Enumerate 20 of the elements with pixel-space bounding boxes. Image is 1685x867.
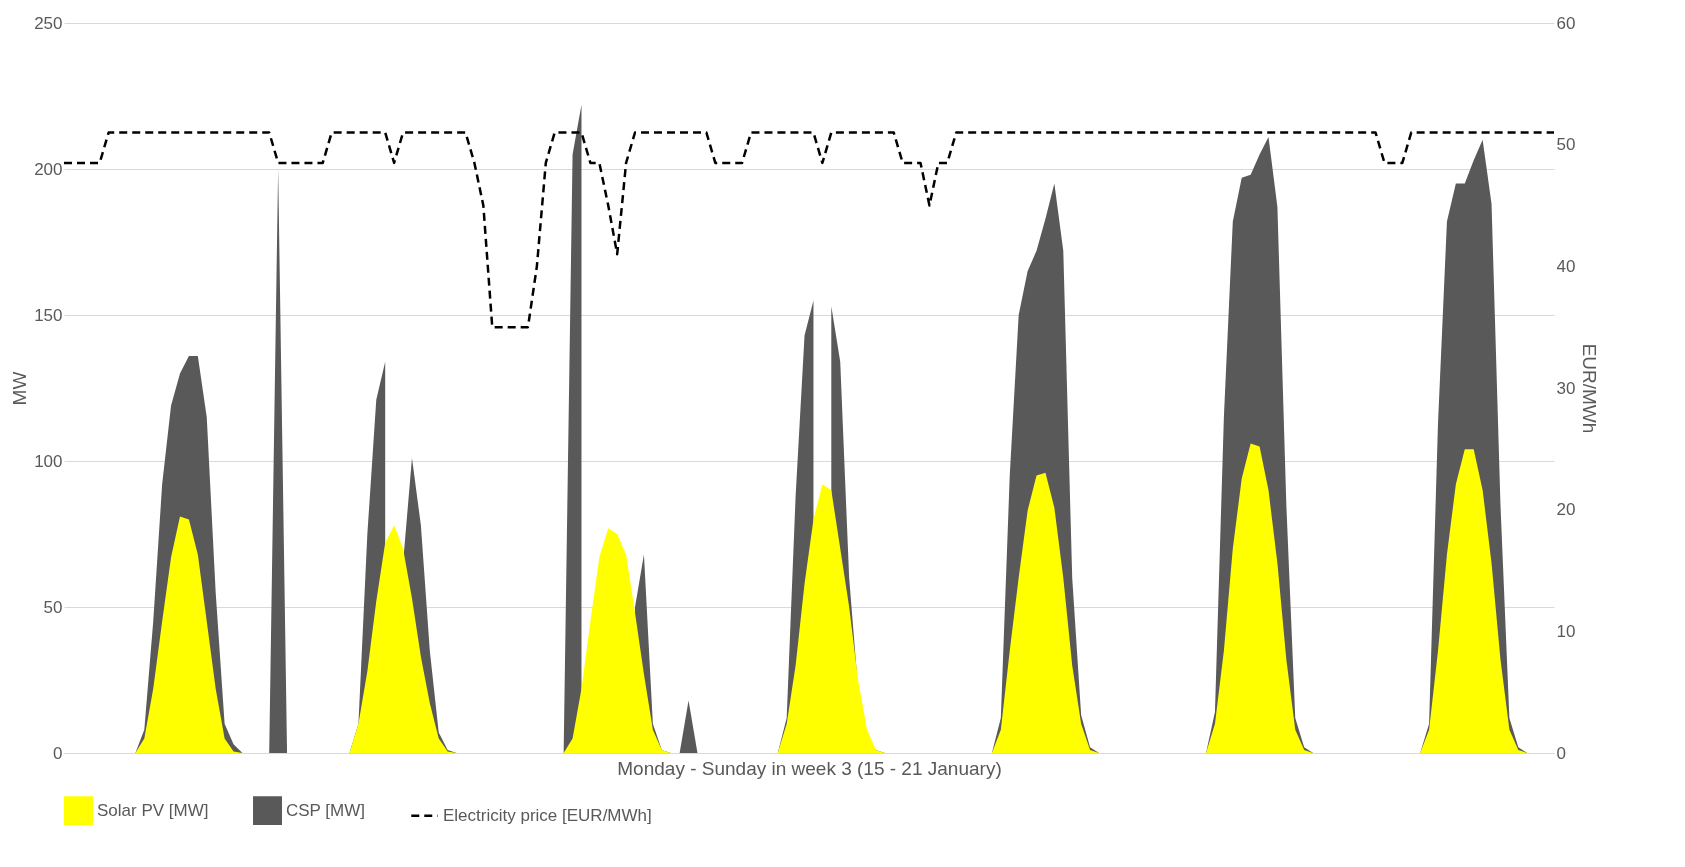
y-tick-label: 50 [43, 597, 63, 617]
legend-label: Electricity price [EUR/MWh] [443, 805, 652, 825]
y2-tick-label: 30 [1556, 378, 1576, 398]
y-axis-title: MW [9, 371, 31, 406]
y2-tick-label: 60 [1556, 13, 1576, 33]
y2-tick-label: 10 [1556, 621, 1576, 641]
line-series [62, 131, 1556, 329]
y2-tick-label: 0 [1556, 743, 1566, 763]
y-tick-label: 0 [53, 743, 63, 763]
y2-tick-label: 40 [1556, 256, 1576, 276]
x-axis-title: Monday - Sunday in week 3 (15 - 21 January) [617, 757, 1002, 779]
y-tick-label: 250 [34, 13, 63, 33]
legend-label: Solar PV [MW] [97, 800, 209, 820]
y-tick-label: 200 [34, 159, 63, 179]
y2-tick-label: 50 [1556, 135, 1576, 155]
y2-tick-label: 20 [1556, 500, 1576, 520]
y-tick-label: 100 [34, 451, 63, 471]
y-tick-label: 150 [34, 305, 63, 325]
y2-axis-title: EUR/MWh [1579, 343, 1601, 434]
legend-label: CSP [MW] [286, 800, 366, 820]
